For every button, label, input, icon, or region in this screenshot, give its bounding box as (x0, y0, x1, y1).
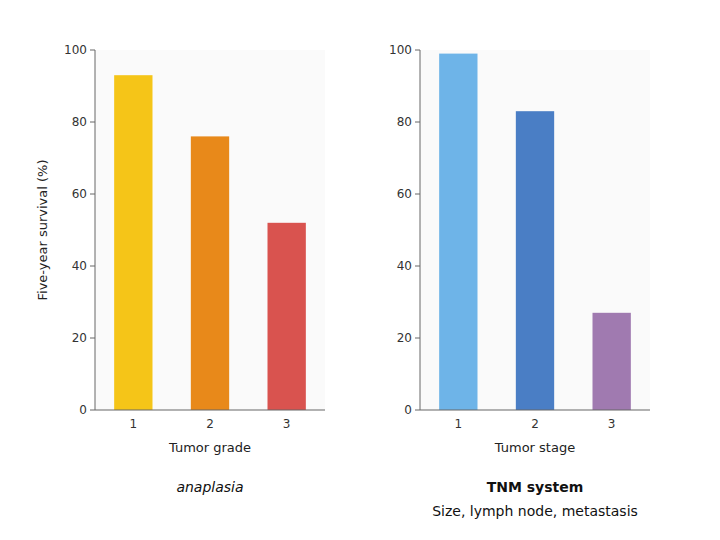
chart-panel: 0 20 40 60 80 100 1 2 3 Tumor stage TNM system Size… (389, 43, 650, 520)
y-tick (90, 338, 95, 339)
y-tick (415, 122, 420, 123)
x-tick-label: 2 (531, 417, 539, 431)
x-axis-line (420, 410, 650, 411)
plot-area (95, 50, 325, 410)
y-tick-label: 100 (64, 43, 87, 57)
x-axis-line (95, 410, 325, 411)
y-tick-label: 100 (389, 43, 412, 57)
annotation: TNM system (487, 479, 584, 495)
y-tick-label: 0 (404, 403, 412, 417)
y-tick-label: 80 (397, 115, 412, 129)
y-tick (90, 50, 95, 51)
x-axis-label: Tumor grade (168, 440, 251, 455)
y-tick (415, 338, 420, 339)
y-tick-label: 60 (72, 187, 87, 201)
x-tick-label: 3 (283, 417, 291, 431)
x-tick-label: 2 (206, 417, 214, 431)
bar (593, 313, 631, 410)
y-tick (415, 50, 420, 51)
bars (439, 54, 631, 410)
x-tick-label: 1 (455, 417, 463, 431)
y-tick (415, 266, 420, 267)
x-tick-label: 1 (130, 417, 138, 431)
bar (516, 111, 554, 410)
chart-panel: 0 20 40 60 80 100 1 2 3 Tumor grade Five-year surv… (35, 43, 325, 496)
bar (114, 75, 152, 410)
y-tick (415, 194, 420, 195)
x-tick-label: 3 (608, 417, 616, 431)
annotation: Size, lymph node, metastasis (432, 503, 638, 519)
bar (268, 223, 306, 410)
y-tick (90, 266, 95, 267)
y-tick-label: 40 (397, 259, 412, 273)
y-tick-label: 80 (72, 115, 87, 129)
y-tick-label: 20 (397, 331, 412, 345)
bar (439, 54, 477, 410)
y-tick-label: 20 (72, 331, 87, 345)
chart-canvas: 020406080100123Tumor gradeFive-year surv… (0, 0, 720, 540)
y-axis-line (95, 50, 96, 410)
bar (191, 136, 229, 410)
y-tick-label: 60 (397, 187, 412, 201)
plot-area (420, 50, 650, 410)
bars (114, 75, 306, 410)
y-tick (90, 194, 95, 195)
y-tick (90, 410, 95, 411)
y-tick-label: 0 (79, 403, 87, 417)
y-tick (415, 410, 420, 411)
y-tick (90, 122, 95, 123)
annotation: anaplasia (176, 479, 243, 495)
x-axis-label: Tumor stage (494, 440, 575, 455)
y-axis-label: Five-year survival (%) (35, 160, 50, 301)
y-tick-label: 40 (72, 259, 87, 273)
y-axis-line (420, 50, 421, 410)
